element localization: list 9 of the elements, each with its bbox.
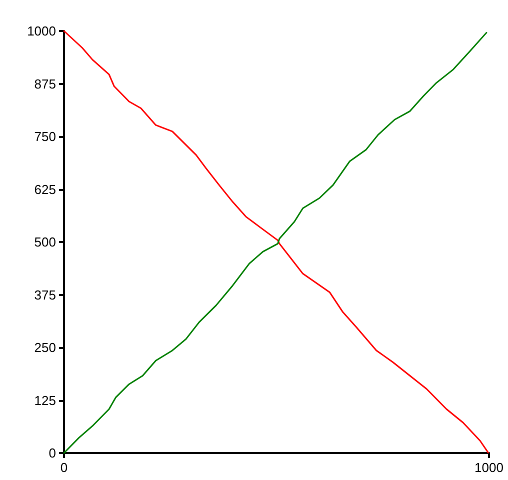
y-tick-label: 0: [48, 446, 56, 460]
y-tick-label: 250: [34, 340, 56, 355]
y-tick-label: 625: [34, 182, 56, 197]
y-tick-label: 1000: [27, 24, 56, 38]
y-tick-label: 750: [34, 129, 56, 144]
y-tick-label: 500: [34, 234, 56, 250]
y-tick-label: 375: [34, 287, 56, 302]
y-tick-label: 125: [34, 392, 56, 408]
y-tick-label: 875: [34, 76, 56, 92]
